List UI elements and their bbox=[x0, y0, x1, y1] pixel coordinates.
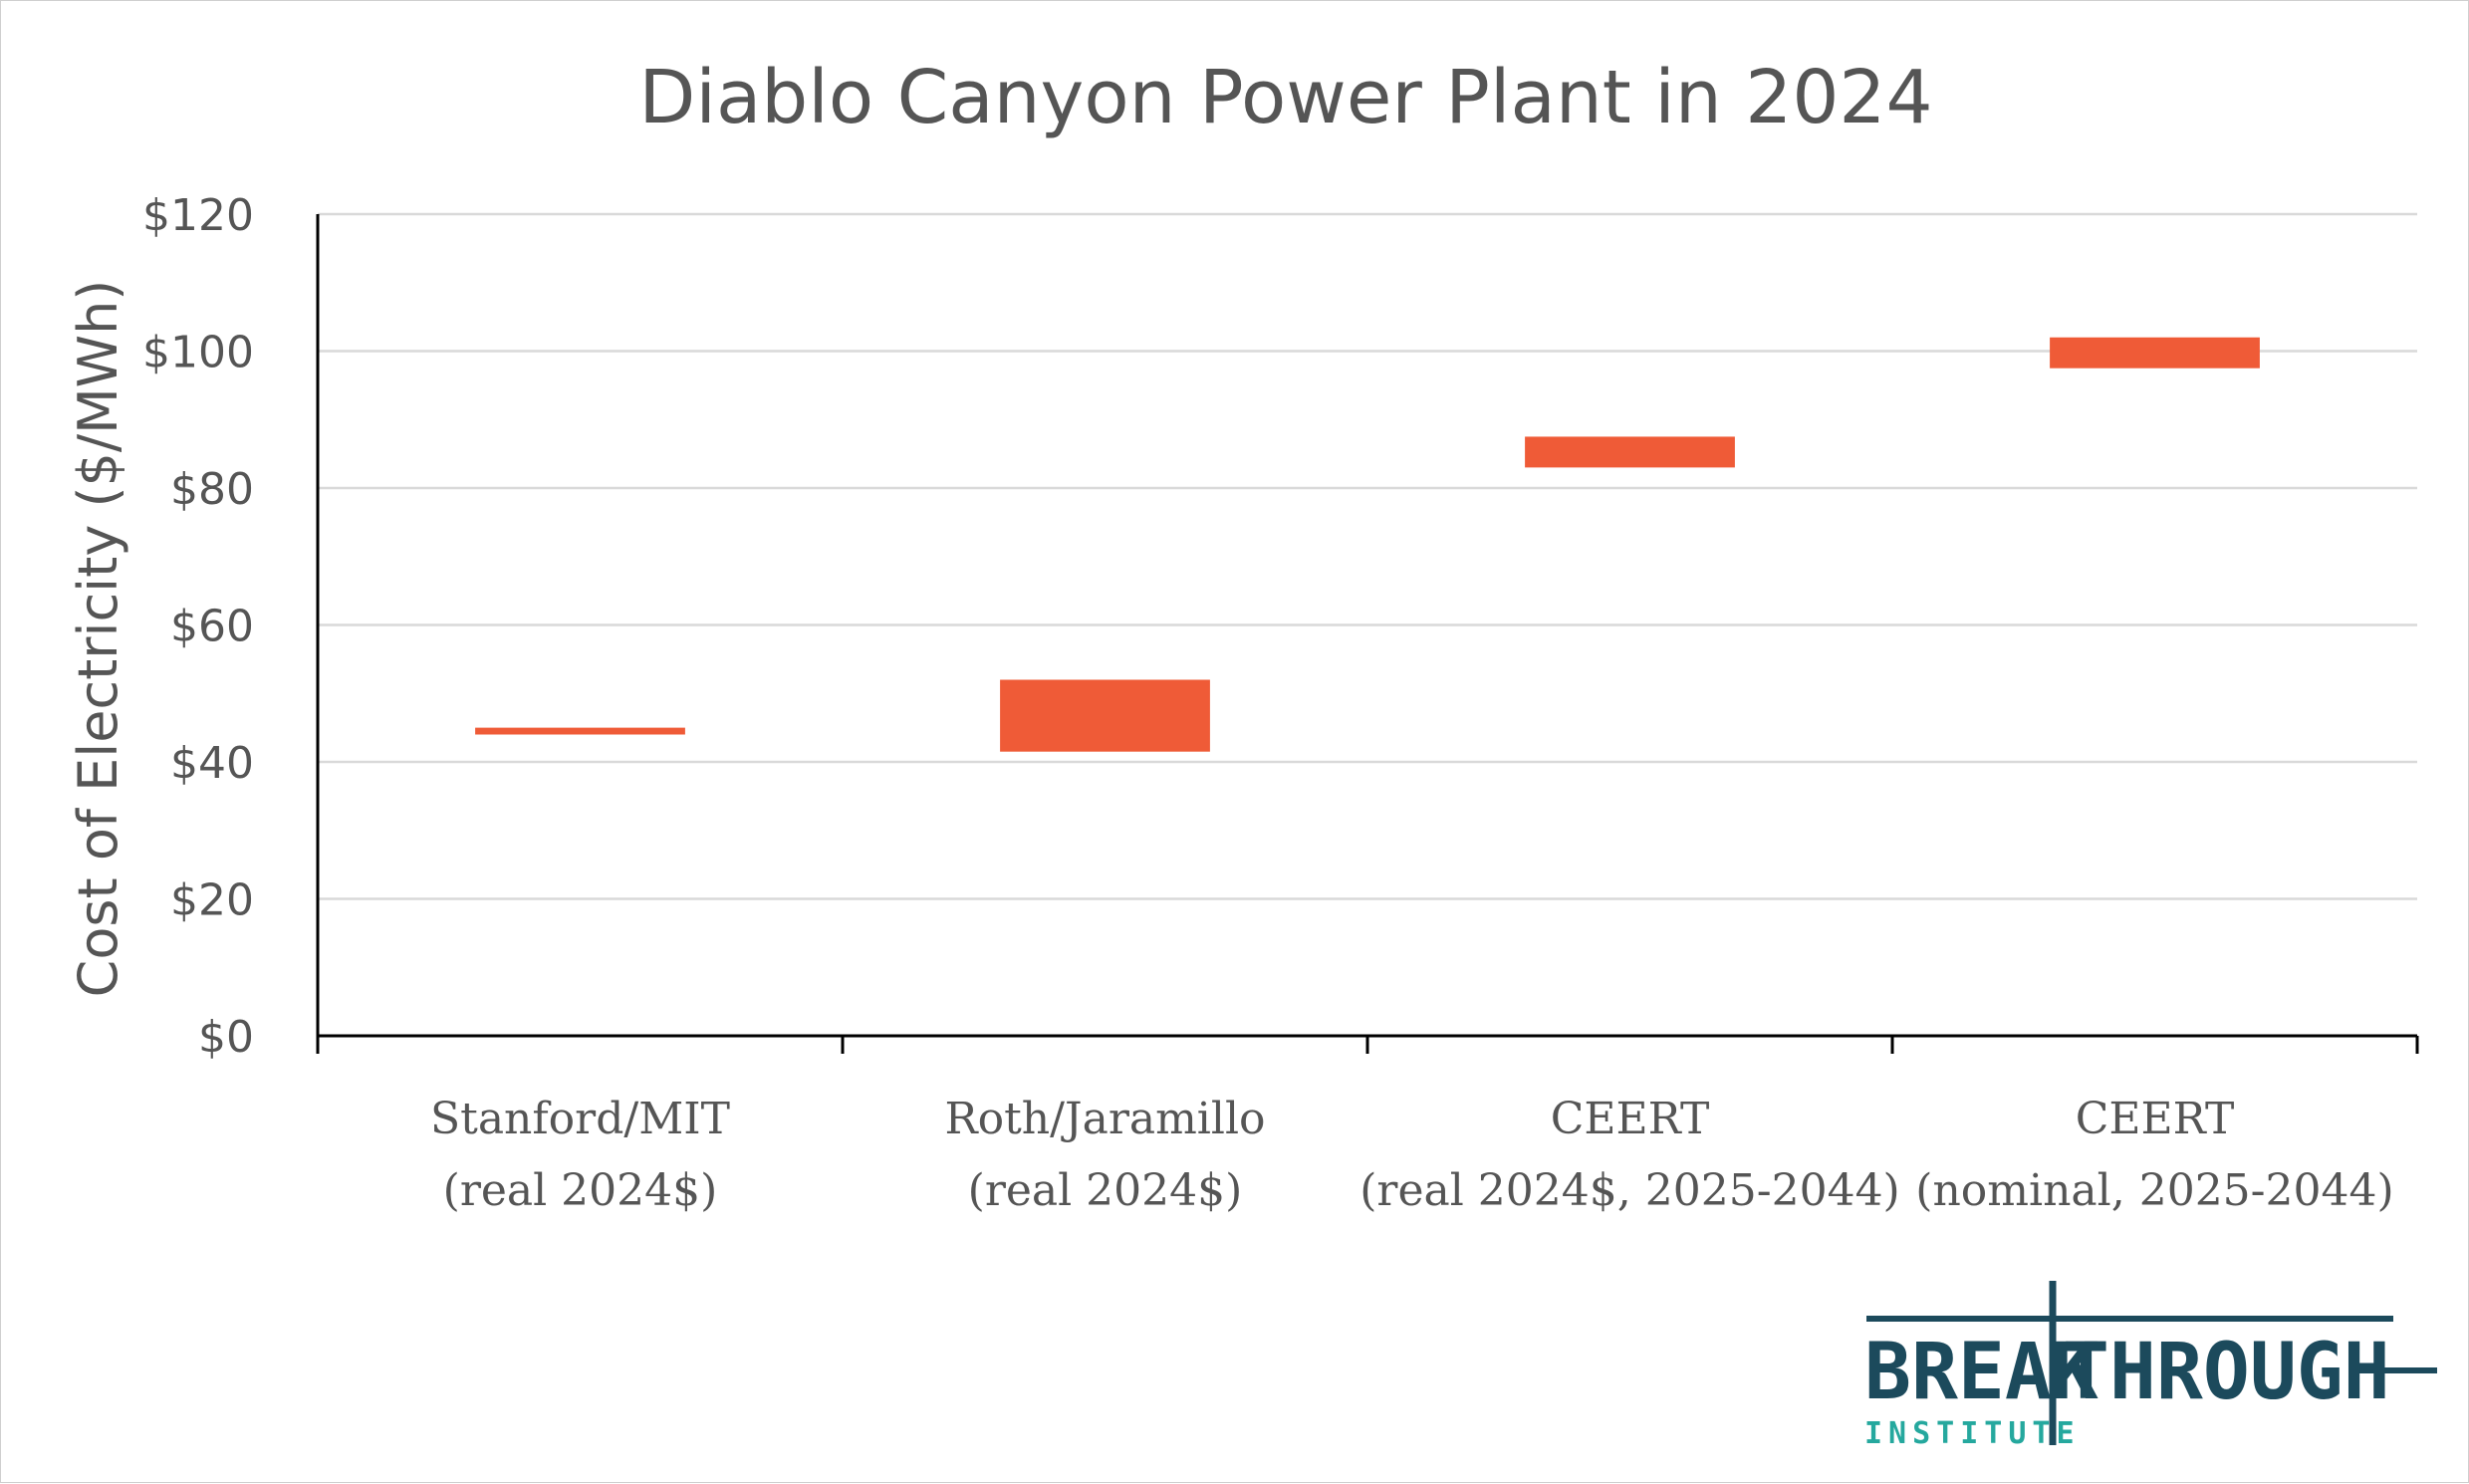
y-axis-ticks: $0 $20 $40 $60 $80 $100 $120 bbox=[142, 190, 254, 1063]
x-tick-label: CEERT bbox=[2076, 1094, 2235, 1144]
x-tick-label: Roth/Jaramillo bbox=[944, 1094, 1265, 1144]
y-tick-label: $40 bbox=[170, 738, 254, 789]
y-tick-label: $0 bbox=[198, 1012, 254, 1063]
y-tick-label: $100 bbox=[142, 328, 254, 378]
y-tick-label: $120 bbox=[142, 190, 254, 241]
y-tick-label: $60 bbox=[170, 602, 254, 652]
axes bbox=[316, 214, 2419, 1054]
range-bar bbox=[1000, 679, 1210, 752]
y-tick-label: $20 bbox=[170, 875, 254, 926]
range-bar bbox=[475, 727, 685, 735]
y-axis-title: Cost of Electricity ($/MWh) bbox=[67, 280, 129, 998]
y-tick-label: $80 bbox=[170, 464, 254, 515]
x-tick-sublabel: (nominal, 2025-2044) bbox=[1915, 1165, 2393, 1216]
range-bar bbox=[2050, 337, 2260, 369]
x-tick-label: Stanford/MIT bbox=[430, 1094, 730, 1144]
logo-word-left: BREAK bbox=[1864, 1328, 2099, 1417]
x-axis-ticks: Stanford/MIT (real 2024$) Roth/Jaramillo (r… bbox=[430, 1094, 2394, 1216]
x-tick-sublabel: (real 2024$) bbox=[968, 1165, 1243, 1216]
breakthrough-institute-logo: BREAK THROUGH INSTITUTE bbox=[1864, 1281, 2437, 1451]
logo-subtitle: INSTITUTE bbox=[1864, 1416, 2081, 1451]
chart-title: Diablo Canyon Power Plant in 2024 bbox=[638, 55, 1932, 140]
x-tick-sublabel: (real 2024$, 2025-2044) bbox=[1359, 1165, 1899, 1216]
gridlines bbox=[318, 212, 2417, 900]
x-tick-sublabel: (real 2024$) bbox=[443, 1165, 718, 1216]
bars bbox=[475, 337, 2260, 752]
x-tick-label: CEERT bbox=[1551, 1094, 1710, 1144]
logo-word-right: THROUGH bbox=[2063, 1328, 2390, 1417]
range-bar bbox=[1525, 436, 1735, 468]
